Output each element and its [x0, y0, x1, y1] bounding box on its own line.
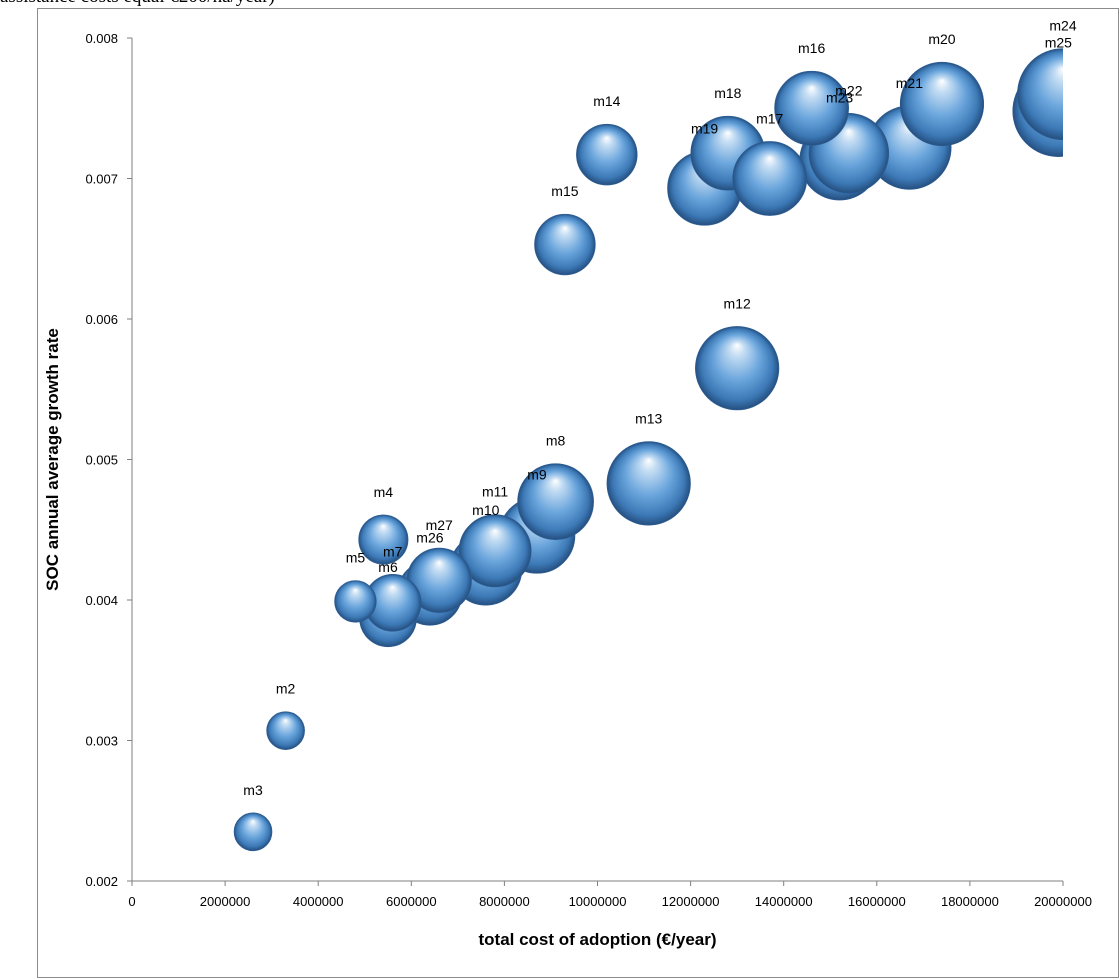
bubble-label-m21: m21: [896, 75, 923, 91]
x-tick-label: 16000000: [848, 894, 906, 909]
bubble-label-m15: m15: [551, 183, 578, 199]
bubble-label-m20: m20: [928, 31, 955, 47]
x-tick-label: 12000000: [662, 894, 720, 909]
x-tick-label: 14000000: [755, 894, 813, 909]
bubble-label-m18: m18: [714, 85, 741, 101]
y-tick-label: 0.008: [85, 31, 118, 46]
y-tick-label: 0.005: [85, 453, 118, 468]
bubble-label-m3: m3: [243, 782, 263, 798]
bubble-label-m19: m19: [691, 120, 718, 136]
chart-frame: [37, 8, 1119, 978]
bubble-label-m14: m14: [593, 93, 620, 109]
bubble-m16: [774, 70, 849, 146]
bubble-label-m11: m11: [482, 484, 508, 500]
x-tick-label: 10000000: [569, 894, 627, 909]
bubble-series: [233, 48, 1063, 852]
bubble-label-m25: m25: [1045, 34, 1072, 50]
axes: [127, 37, 1064, 886]
bubble-label-m26: m26: [416, 530, 443, 546]
bubble-label-m6: m6: [378, 559, 398, 575]
bubble-label-m24: m24: [1049, 18, 1076, 34]
bubble-m8: [517, 463, 594, 540]
bubble-label-m12: m12: [724, 295, 751, 311]
x-axis-title: total cost of adoption (€/year): [478, 930, 716, 949]
bubble-label-m7: m7: [383, 543, 403, 559]
bubble-label-m8: m8: [546, 433, 566, 449]
bubble-m24: [1017, 48, 1063, 141]
bubble-m2: [266, 711, 305, 750]
bubble-m13: [606, 441, 691, 526]
x-tick-label: 18000000: [941, 894, 999, 909]
bubble-m5: [334, 580, 377, 623]
bubble-label-m17: m17: [756, 110, 783, 126]
bubble-m4: [358, 514, 409, 565]
y-tick-label: 0.003: [85, 734, 118, 749]
bubble-label-m10: m10: [472, 502, 499, 518]
bubble-label-m2: m2: [276, 681, 296, 697]
bubble-m14: [576, 123, 638, 186]
bubble-label-m4: m4: [374, 484, 394, 500]
bubble-label-m13: m13: [635, 411, 662, 427]
y-axis-title: SOC annual average growth rate: [43, 328, 62, 591]
bubble-label-m27: m27: [426, 517, 453, 533]
tick-labels: 0 2000000 4000000 6000000 8000000 10000000 120…: [85, 31, 1091, 909]
x-tick-label: 0: [128, 894, 135, 909]
bubble-label-m5: m5: [346, 550, 366, 566]
x-tick-label: 2000000: [200, 894, 251, 909]
bubble-label-m16: m16: [798, 40, 825, 56]
bubble-m12: [695, 326, 780, 411]
bubble-m11: [458, 514, 532, 588]
y-tick-label: 0.006: [85, 312, 118, 327]
bubble-m3: [233, 812, 273, 852]
bubble-label-m9: m9: [527, 466, 547, 482]
y-tick-label: 0.007: [85, 172, 118, 187]
bubble-m20: [899, 61, 985, 147]
y-tick-label: 0.002: [85, 874, 118, 889]
x-tick-label: 6000000: [386, 894, 437, 909]
figure-caption: assistance costs equal €200/ha/year): [0, 0, 275, 8]
bubble-m15: [534, 213, 596, 276]
x-tick-label: 4000000: [293, 894, 344, 909]
bubble-label-m23: m23: [826, 89, 853, 105]
y-tick-label: 0.004: [85, 593, 118, 608]
bubble-m17: [732, 141, 808, 216]
x-tick-label: 8000000: [479, 894, 530, 909]
bubble-label-m22: m22: [835, 82, 862, 98]
x-tick-label: 20000000: [1034, 894, 1092, 909]
